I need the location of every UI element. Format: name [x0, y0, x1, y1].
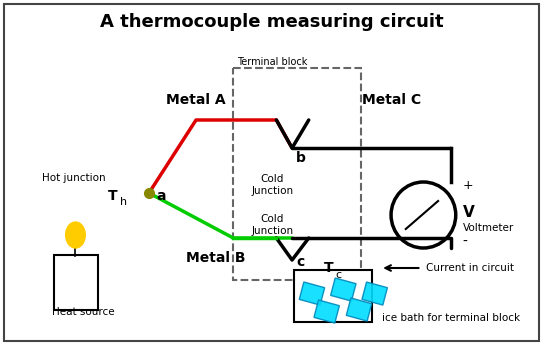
Text: V: V	[463, 205, 474, 219]
Text: T: T	[324, 261, 333, 275]
Bar	[233, 68, 361, 280]
Bar	[294, 270, 372, 322]
Text: Current in circuit: Current in circuit	[427, 263, 514, 273]
Bar	[346, 298, 372, 321]
Text: Metal A: Metal A	[166, 93, 226, 107]
Text: Heat source: Heat source	[52, 307, 115, 317]
Text: c: c	[335, 270, 341, 280]
Text: b: b	[296, 151, 306, 165]
Text: h: h	[120, 197, 127, 207]
Text: Cold
Junction: Cold Junction	[252, 174, 294, 196]
Bar	[331, 278, 356, 301]
Ellipse shape	[66, 222, 85, 248]
Bar	[362, 282, 387, 305]
Text: -: -	[463, 235, 468, 249]
Text: a: a	[157, 189, 166, 203]
Text: Terminal block: Terminal block	[237, 57, 307, 67]
Bar	[299, 282, 325, 305]
Text: ice bath for terminal block: ice bath for terminal block	[382, 313, 520, 323]
Bar	[314, 300, 340, 323]
Text: c: c	[296, 255, 304, 269]
Text: T: T	[108, 189, 117, 203]
Text: Metal B: Metal B	[186, 251, 245, 265]
Text: Voltmeter: Voltmeter	[463, 223, 514, 233]
Bar	[54, 255, 98, 310]
Text: Metal C: Metal C	[362, 93, 422, 107]
Text: Cold
Junction: Cold Junction	[252, 214, 294, 236]
Text: +: +	[463, 178, 473, 191]
Text: A thermocouple measuring circuit: A thermocouple measuring circuit	[100, 13, 443, 31]
Text: Hot junction: Hot junction	[42, 173, 105, 183]
